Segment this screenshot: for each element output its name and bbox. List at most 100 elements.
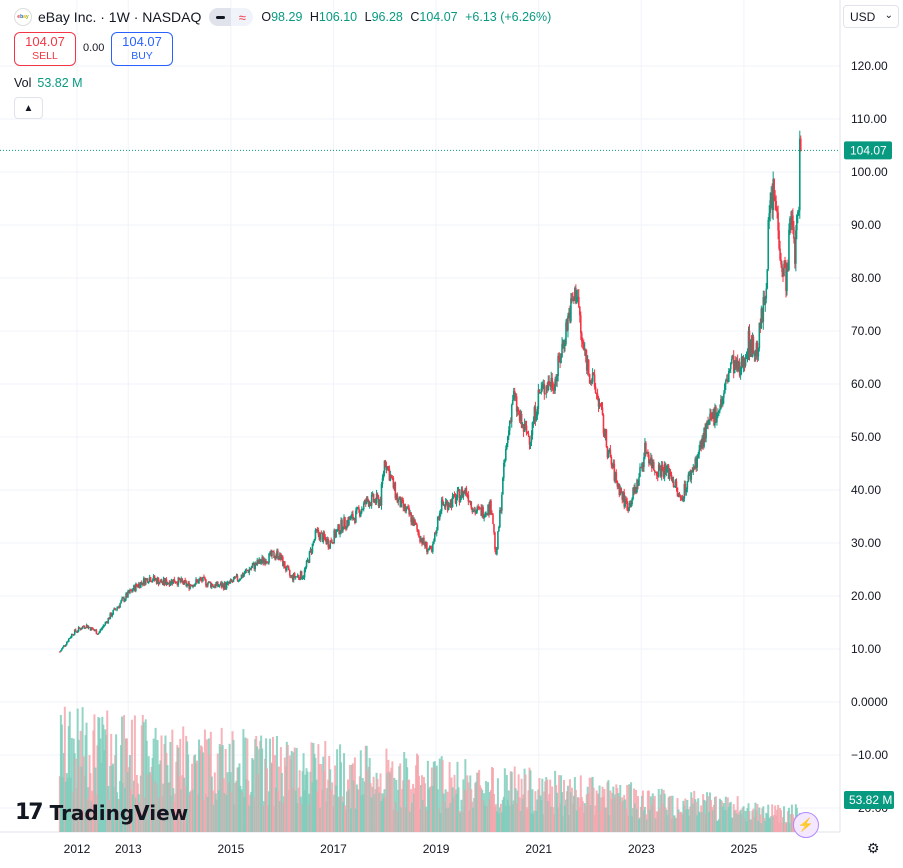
candle-body: [429, 545, 431, 550]
price-axis[interactable]: 120.00 110.00 100.00 90.00 80.00 70.00 60.00 50…: [851, 59, 888, 815]
buy-button[interactable]: 104.07 BUY: [111, 32, 173, 66]
candle-body: [376, 493, 379, 497]
candle-body: [702, 437, 704, 447]
candle-body: [715, 406, 717, 423]
sell-button[interactable]: 104.07 SELL: [14, 32, 76, 66]
candle-body: [671, 479, 674, 481]
candle-body: [240, 574, 243, 579]
volume-bar: [318, 764, 321, 832]
candle-body: [282, 556, 284, 567]
candle-body: [589, 381, 592, 384]
candle-body: [652, 462, 654, 469]
minus-icon[interactable]: [209, 8, 232, 26]
candle-body: [613, 463, 616, 481]
volume-bar: [503, 768, 506, 832]
candle-body: [413, 519, 415, 526]
candle-body: [371, 493, 374, 495]
volume-bar: [205, 739, 208, 832]
candle-body: [794, 238, 796, 264]
candle-body: [497, 531, 499, 549]
candle-body: [731, 355, 734, 359]
candle-body: [191, 585, 193, 587]
candle-body: [687, 474, 690, 482]
candle-body: [209, 581, 211, 583]
candle-body: [473, 510, 476, 512]
volume-bars: [58, 706, 802, 832]
candle-body: [649, 461, 651, 464]
candle-body: [189, 584, 191, 589]
candle-body: [474, 510, 477, 514]
candle-body: [733, 360, 736, 374]
volume-legend: Vol 53.82 M: [14, 76, 83, 90]
candle-body: [485, 513, 487, 515]
candle-body: [507, 430, 510, 437]
volume-bar: [598, 785, 601, 832]
candle-body: [751, 336, 754, 357]
candle-body: [657, 464, 660, 477]
candle-body: [158, 582, 161, 585]
indicator-pill[interactable]: ≈: [209, 8, 254, 26]
candle-body: [168, 582, 171, 586]
candle-body: [663, 463, 666, 478]
y-tick-label: 70.00: [851, 324, 881, 338]
y-tick-label: 90.00: [851, 218, 881, 232]
candle-body: [354, 518, 356, 523]
volume-bar: [630, 782, 633, 832]
candle-body: [624, 499, 626, 507]
time-axis[interactable]: 2012 2013 2015 2017 2019 2021 2023 2025: [64, 842, 758, 856]
candle-body: [753, 352, 756, 357]
candle-body: [681, 497, 684, 501]
candle-body: [119, 603, 121, 608]
candle-body: [355, 510, 357, 523]
candle-body: [179, 580, 182, 583]
candle-body: [565, 322, 567, 344]
volume-bar: [496, 778, 499, 832]
candle-body: [461, 489, 464, 498]
candle-body: [118, 606, 120, 608]
candle-body: [573, 298, 575, 301]
candle-body: [392, 477, 395, 488]
symbol-title[interactable]: eBay Inc. · 1W · NASDAQ: [38, 9, 202, 25]
candle-body: [430, 545, 432, 549]
candle-body: [298, 577, 301, 580]
candle-body: [90, 627, 93, 631]
candle-body: [516, 409, 519, 412]
candle-body: [447, 505, 450, 510]
candle-body: [300, 571, 303, 579]
candle-body: [543, 383, 546, 394]
candle-body: [365, 497, 368, 504]
volume-bar: [179, 738, 182, 832]
candle-body: [175, 582, 178, 584]
candle-body: [750, 342, 753, 357]
candle-body: [91, 627, 94, 629]
currency-select[interactable]: USD ⌄: [843, 5, 899, 28]
candle-body: [339, 531, 341, 535]
candle-body: [101, 627, 104, 630]
candle-body: [486, 513, 488, 515]
candle-body: [582, 343, 585, 351]
candle-body: [793, 227, 795, 239]
candle-body: [364, 500, 367, 504]
candle-body: [603, 433, 606, 437]
candle-body: [272, 551, 274, 553]
volume-bar: [395, 779, 398, 832]
candle-body: [290, 575, 293, 577]
volume-bar: [607, 780, 610, 832]
candle-body: [75, 631, 78, 633]
tradingview-logo[interactable]: 17 TradingView: [15, 800, 189, 825]
candle-body: [755, 342, 758, 353]
candle-body: [62, 646, 64, 649]
candle-body: [610, 456, 613, 465]
gear-icon[interactable]: ⚙: [867, 840, 880, 856]
candle-body: [170, 579, 173, 584]
candle-body: [716, 413, 718, 423]
candle-body: [612, 463, 615, 468]
candle-body: [359, 509, 361, 517]
candle-body: [648, 454, 650, 464]
wave-icon[interactable]: ≈: [238, 9, 246, 25]
lightning-icon[interactable]: ⚡: [793, 812, 819, 838]
candle-body: [738, 362, 741, 376]
candle-body: [791, 215, 793, 225]
collapse-legend-button[interactable]: ▲: [14, 97, 43, 119]
